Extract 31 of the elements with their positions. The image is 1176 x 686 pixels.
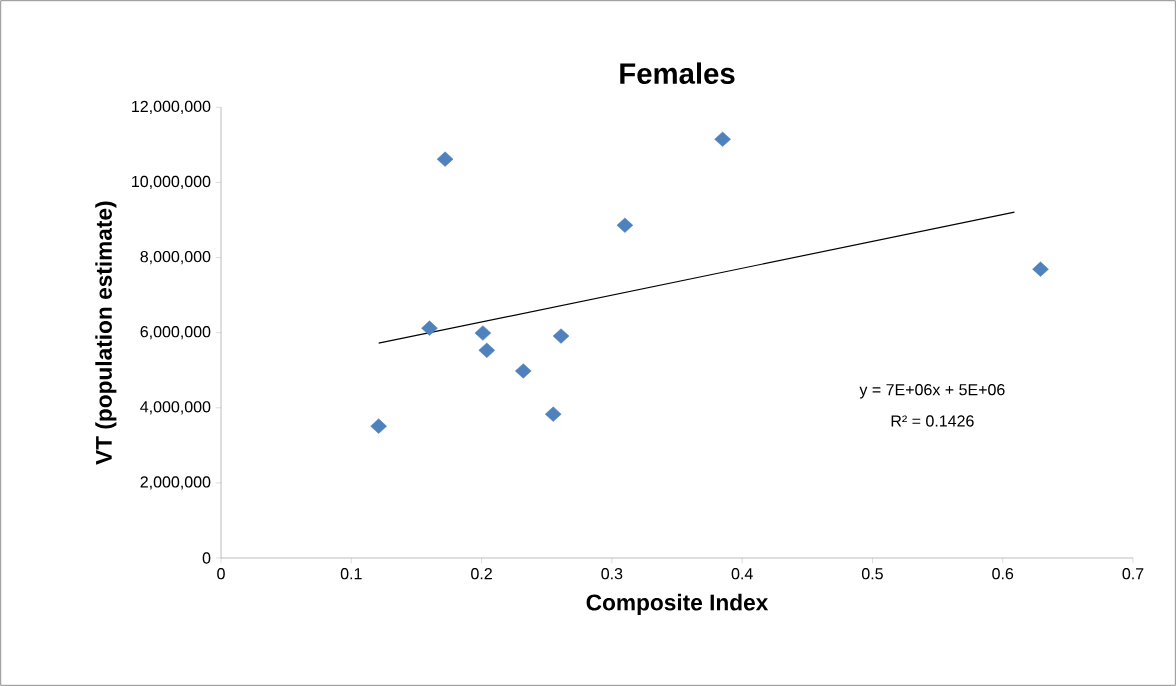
- point: [1032, 261, 1049, 277]
- x-tick-label: 0.4: [731, 568, 753, 580]
- point: [474, 325, 492, 341]
- y-tick-label: 2,000,000: [140, 476, 211, 490]
- point: [714, 131, 731, 147]
- point: [436, 151, 454, 167]
- point: [515, 363, 532, 379]
- x-tick-label: 0: [217, 568, 225, 580]
- point: [544, 406, 562, 422]
- y-tick-label: 12,000,000: [132, 100, 211, 114]
- annotation: R² = 0.1426: [891, 415, 974, 427]
- y-axis-title: VT (population estimate): [95, 201, 117, 465]
- point: [370, 418, 387, 434]
- y-tick-label: 10,000,000: [132, 175, 211, 190]
- y-tick-label: 0: [202, 552, 211, 564]
- annotation: y = 7E+06x + 5E+06: [859, 384, 1005, 399]
- x-tick-label: 0.6: [992, 568, 1014, 580]
- point: [421, 320, 438, 336]
- chart-title: Females: [620, 62, 735, 84]
- y-tick-label: 4,000,000: [140, 401, 211, 415]
- x-tick-label: 0.3: [601, 568, 623, 580]
- x-tick-label: 0.2: [471, 568, 492, 580]
- y-tick-label: 8,000,000: [140, 250, 211, 265]
- x-tick-label: 0.7: [1122, 568, 1144, 580]
- point: [616, 217, 634, 233]
- x-axis-title: Composite Index: [586, 593, 769, 615]
- x-tick-label: 0.5: [861, 568, 883, 580]
- point: [478, 342, 496, 358]
- point: [552, 328, 570, 344]
- y-tick-label: 6,000,000: [140, 326, 211, 340]
- x-tick-label: 0.1: [340, 568, 362, 580]
